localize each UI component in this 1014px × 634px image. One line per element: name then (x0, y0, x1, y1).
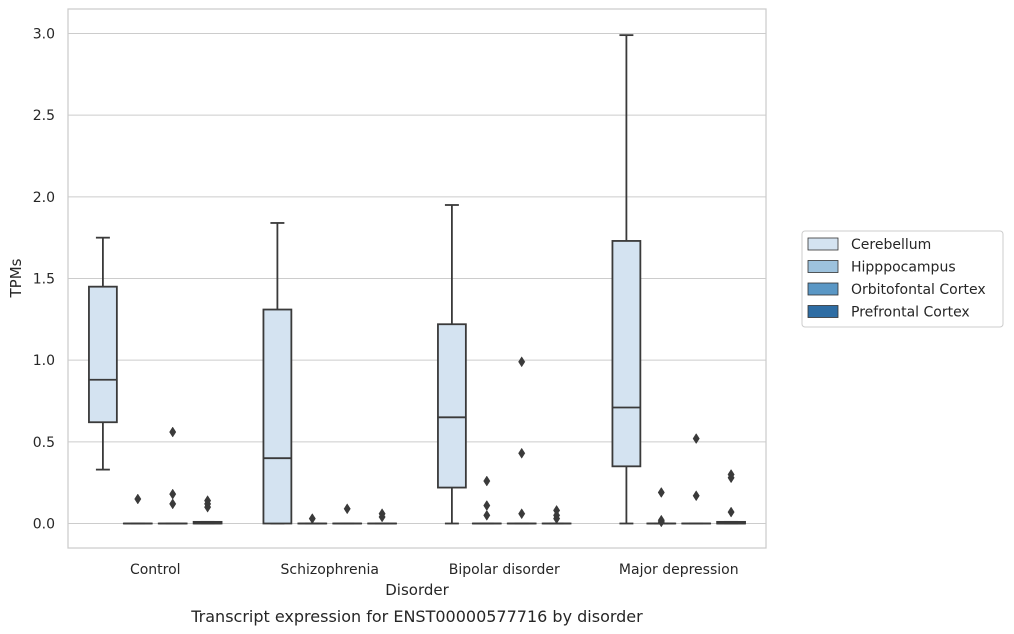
y-tick-label: 1.0 (33, 353, 55, 369)
y-tick-label: 2.0 (33, 190, 55, 206)
outlier-point (169, 426, 177, 438)
legend-swatch (807, 282, 839, 296)
outlier-point (657, 487, 665, 498)
y-tick-label: 3.0 (33, 27, 55, 43)
outlier-point (169, 498, 177, 510)
x-tick-label: Major depression (619, 562, 739, 578)
y-tick-labels: 0.0 0.5 1.0 1.5 2.0 2.5 3.0 (33, 27, 55, 533)
legend-frame (801, 230, 1004, 328)
legend-swatch (807, 305, 839, 318)
x-axis-title: Disorder (385, 581, 449, 599)
y-axis-title: TPMs (7, 258, 25, 298)
box-iqr (262, 308, 293, 525)
outlier-point (483, 475, 491, 487)
chart-caption: Transcript expression for ENST0000057771… (190, 607, 643, 626)
box-group (437, 204, 467, 525)
x-tick-labels: Control Schizophrenia Bipolar disorder Majo… (130, 562, 739, 578)
box-group (716, 469, 746, 525)
box-group (297, 513, 328, 525)
y-tick-label: 0.5 (33, 435, 55, 451)
box-group (471, 475, 502, 525)
box-group (88, 236, 118, 471)
box-group (192, 495, 223, 525)
legend-label: Orbitofontal Cortex (851, 282, 986, 298)
legend-entries: Cerebellum Hipppocampus Orbitofontal Corte… (807, 237, 986, 321)
outlier-point (553, 513, 561, 525)
box-iqr (88, 285, 118, 424)
box-group (646, 487, 677, 528)
y-tick-label: 0.0 (33, 517, 55, 533)
outlier-point (727, 472, 735, 484)
box-iqr (611, 240, 642, 468)
x-tick-label: Bipolar disorder (449, 562, 560, 578)
outlier-point (134, 493, 142, 505)
legend-swatch (807, 237, 839, 251)
outlier-point (483, 509, 491, 521)
legend: Cerebellum Hipppocampus Orbitofontal Corte… (801, 230, 1004, 328)
outlier-point (518, 447, 526, 459)
box-group (367, 508, 397, 525)
outlier-point (518, 508, 526, 520)
box-iqr (437, 323, 467, 489)
box-group (332, 503, 363, 525)
outlier-point (518, 356, 526, 368)
outlier-point (692, 490, 700, 502)
box-series (88, 34, 746, 528)
legend-label: Hipppocampus (851, 260, 956, 276)
box-group (611, 34, 642, 525)
x-tick-label: Schizophrenia (281, 562, 379, 578)
box-group (262, 222, 293, 525)
legend-label: Prefrontal Cortex (851, 305, 970, 321)
x-tick-label: Control (130, 562, 181, 578)
outlier-point (378, 511, 386, 523)
legend-swatch (807, 260, 839, 273)
outlier-point (343, 503, 351, 515)
outlier-point (727, 506, 735, 518)
box-group (122, 493, 153, 525)
y-tick-label: 1.5 (33, 272, 55, 288)
outlier-point (308, 513, 316, 525)
legend-label: Cerebellum (851, 237, 931, 253)
box-group (681, 433, 712, 525)
outlier-point (692, 433, 700, 445)
outlier-point (657, 516, 665, 528)
box-group (157, 426, 188, 525)
box-group (506, 356, 537, 525)
outlier-point (204, 501, 212, 513)
box-group (541, 504, 572, 525)
y-tick-label: 2.5 (33, 108, 55, 124)
